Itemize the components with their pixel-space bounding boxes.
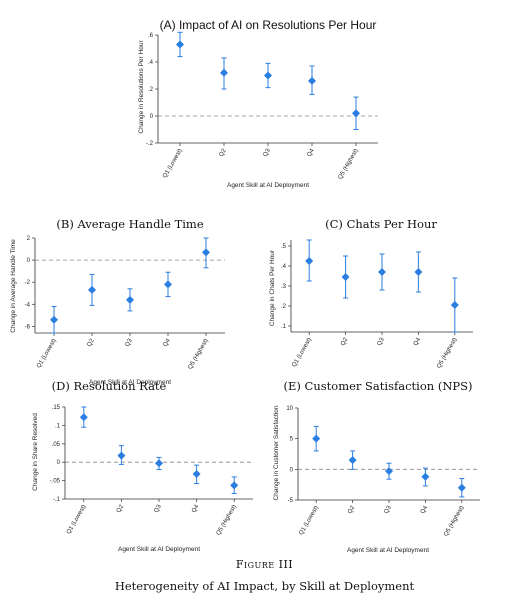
y-tick-label: -2	[25, 280, 31, 286]
panel-e-xlabel: Agent Skill at AI Deployment	[347, 547, 429, 554]
point-estimate-marker	[352, 109, 360, 118]
point-estimate-marker	[220, 68, 228, 77]
panel-b-ylabel: Change in Average Handle Time	[10, 239, 17, 333]
x-tick-label: Q2	[219, 147, 229, 158]
point-estimate-marker	[230, 481, 239, 490]
x-tick-label: Q2	[340, 336, 350, 347]
point-estimate-marker	[164, 280, 172, 289]
y-tick-label: 2	[27, 236, 31, 242]
x-tick-label: Q1 (Lowest)	[66, 504, 88, 535]
y-tick-label: .1	[55, 423, 61, 429]
y-tick-label: .15	[52, 405, 61, 411]
y-tick-label: 0	[290, 467, 294, 473]
panel-a-title: (A) Impact of AI on Resolutions Per Hour	[160, 18, 377, 32]
y-tick-label: 0	[27, 258, 31, 264]
x-tick-label: Q5 (Highest)	[436, 337, 458, 369]
x-tick-label: Q4	[420, 504, 430, 515]
y-tick-label: .2	[281, 304, 287, 310]
x-tick-label: Q2	[116, 503, 126, 514]
y-tick-label: -.05	[50, 479, 61, 485]
y-tick-label: .5	[281, 244, 287, 250]
x-tick-label: Q3	[384, 504, 394, 515]
panel-a: (A) Impact of AI on Resolutions Per Hour…	[138, 18, 378, 189]
y-tick-label: -5	[288, 498, 294, 504]
x-tick-label: Q5 (Highest)	[338, 148, 360, 180]
x-tick-label: Q2	[87, 337, 97, 348]
panel-d-ylabel: Change in Share Resolved	[32, 413, 39, 491]
point-estimate-marker	[450, 301, 459, 309]
point-estimate-marker	[308, 76, 316, 85]
x-tick-label: Q4	[191, 503, 201, 514]
point-estimate-marker	[264, 71, 272, 80]
panel-a-xlabel: Agent Skill at AI Deployment	[227, 182, 309, 189]
figure-label: Figure III	[236, 558, 293, 571]
x-tick-label: Q1 (Lowest)	[291, 337, 313, 368]
x-tick-label: Q4	[163, 337, 173, 348]
y-tick-label: 0	[150, 114, 154, 120]
point-estimate-marker	[378, 268, 386, 276]
panel-b-xlabel: Agent Skill at AI Deployment	[89, 379, 171, 386]
x-tick-label: Q1 (Lowest)	[298, 505, 320, 536]
point-estimate-marker	[88, 285, 96, 294]
y-tick-label: -.1	[53, 497, 61, 503]
point-estimate-marker	[155, 459, 163, 468]
panel-d-title: (D) Resolution Rate	[52, 379, 167, 393]
panel-e-title: (E) Customer Satisfaction (NPS)	[284, 379, 473, 393]
panel-e: (E) Customer Satisfaction (NPS) -5 0 5 10 Q1…	[273, 379, 480, 554]
y-tick-label: .4	[148, 60, 154, 66]
y-tick-label: -6	[25, 324, 31, 330]
x-tick-label: Q5 (Highest)	[188, 338, 210, 370]
y-tick-label: 10	[286, 406, 293, 412]
x-tick-label: Q4	[413, 336, 423, 347]
x-tick-label: Q3	[154, 503, 164, 514]
y-tick-label: -4	[25, 302, 31, 308]
y-tick-label: .05	[52, 442, 61, 448]
x-tick-label: Q5 (Highest)	[216, 504, 238, 536]
y-tick-label: .1	[281, 324, 287, 330]
y-tick-label: .4	[281, 264, 287, 270]
panel-c-ylabel: Change in Chats Per Hour	[269, 249, 276, 326]
y-tick-label: -.2	[146, 141, 154, 147]
y-tick-label: .3	[281, 284, 287, 290]
point-estimate-marker	[312, 434, 321, 443]
point-estimate-marker	[385, 467, 393, 476]
x-tick-label: Q3	[377, 336, 387, 347]
panel-d: (D) Resolution Rate -.1 -.05 0 .05 .1 .15 Q1 (…	[32, 379, 253, 553]
x-tick-label: Q5 (Highest)	[443, 505, 465, 537]
panel-d-xlabel: Agent Skill at AI Deployment	[118, 546, 200, 553]
point-estimate-marker	[414, 268, 423, 276]
point-estimate-marker	[341, 273, 350, 281]
panel-a-ylabel: Change in Resolutions Per Hour	[138, 40, 145, 134]
point-estimate-marker	[176, 40, 184, 49]
point-estimate-marker	[202, 248, 210, 257]
x-tick-label: Q4	[307, 147, 317, 158]
x-tick-label: Q3	[263, 147, 273, 158]
point-estimate-marker	[117, 451, 126, 460]
panel-e-ylabel: Change in Customer Satisfaction	[273, 405, 280, 500]
y-tick-label: .6	[148, 33, 154, 39]
panel-b-title: (B) Average Handle Time	[56, 217, 203, 231]
point-estimate-marker	[192, 469, 201, 478]
point-estimate-marker	[50, 315, 58, 324]
point-estimate-marker	[457, 483, 466, 492]
y-tick-label: .2	[148, 87, 154, 93]
panel-b: (B) Average Handle Time -6 -4 -2 0 2 Q1 (Lowe…	[10, 217, 225, 386]
point-estimate-marker	[126, 295, 134, 304]
point-estimate-marker	[348, 456, 357, 465]
point-estimate-marker	[305, 257, 314, 265]
x-tick-label: Q1 (Lowest)	[162, 148, 184, 179]
figure-caption: Heterogeneity of AI Impact, by Skill at …	[115, 579, 415, 593]
panel-c: (C) Chats Per Hour .1 .2 .3 .4 .5 Q1 (Lowest)…	[269, 217, 473, 369]
x-tick-label: Q1 (Lowest)	[36, 338, 58, 369]
x-tick-label: Q2	[347, 504, 357, 515]
y-tick-label: 0	[57, 460, 61, 466]
x-tick-label: Q3	[125, 337, 135, 348]
point-estimate-marker	[421, 472, 430, 481]
y-tick-label: 5	[290, 437, 294, 443]
panel-c-title: (C) Chats Per Hour	[325, 217, 437, 231]
point-estimate-marker	[79, 413, 88, 422]
